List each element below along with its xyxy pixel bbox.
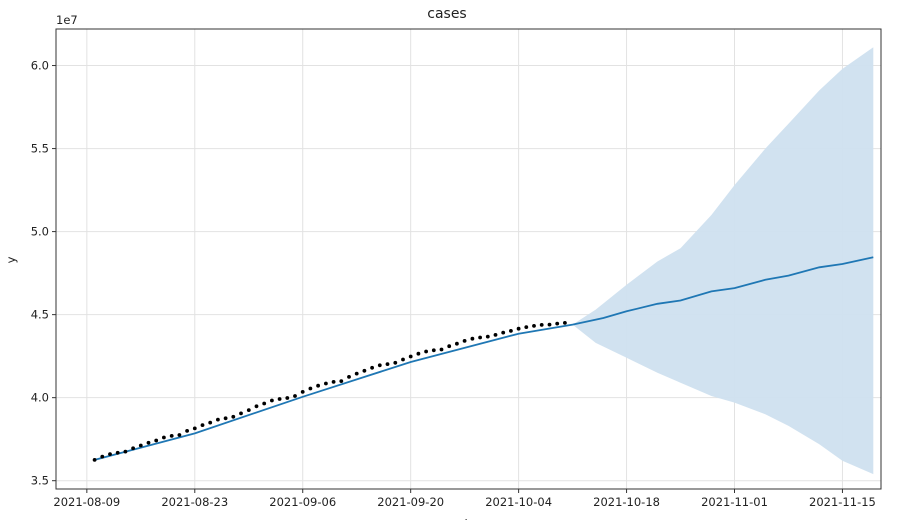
observed-point [108, 452, 112, 456]
y-offset-label: 1e7 [56, 13, 78, 27]
observed-point [362, 368, 367, 373]
observed-point [455, 341, 459, 346]
observed-point [92, 458, 97, 462]
observed-point [516, 326, 521, 331]
plot-frame [55, 28, 882, 490]
observed-point [115, 450, 120, 455]
x-tick-label: 2021-08-09 [53, 495, 120, 509]
observed-point [385, 362, 390, 366]
observed-point [100, 454, 105, 459]
observed-point [185, 429, 190, 433]
x-axis-label: ds [460, 517, 473, 520]
y-axis-label: y [4, 256, 18, 263]
x-tick-label: 2021-10-18 [593, 495, 660, 509]
observed-point [285, 396, 290, 400]
observed-point [293, 394, 297, 398]
x-tick-label: 2021-08-23 [161, 495, 228, 509]
observed-point [300, 390, 305, 394]
observed-point [231, 414, 236, 419]
observed-point [277, 397, 282, 401]
observed-point [555, 321, 560, 326]
observed-point [162, 435, 166, 440]
uncertainty-interval [572, 47, 874, 475]
observed-point [354, 371, 359, 376]
observed-point [547, 322, 552, 327]
forecast-series [94, 256, 874, 461]
chart-title: cases [427, 6, 466, 22]
observed-point [246, 408, 251, 412]
observed-point [308, 386, 313, 391]
x-tick-label: 2021-09-06 [269, 495, 336, 509]
observed-point [401, 357, 405, 362]
y-tick-label: 5.0 [31, 225, 49, 239]
y-tick-label: 3.5 [31, 474, 49, 488]
observed-point [316, 383, 320, 388]
observed-point [146, 440, 151, 445]
observed-point [439, 347, 444, 352]
observed-point [532, 324, 536, 328]
x-tick-label: 2021-09-20 [377, 495, 444, 509]
observed-point [262, 401, 267, 406]
observed-point [331, 380, 336, 384]
observed-point [200, 423, 205, 427]
observed-point [324, 381, 328, 386]
observed-point [339, 379, 344, 383]
y-tick-label: 5.5 [31, 142, 49, 156]
forecast-line [94, 256, 874, 461]
observed-point [539, 323, 544, 327]
observed-point [563, 321, 567, 325]
observed-point [169, 434, 174, 438]
observed-point [223, 416, 228, 421]
observed-point [377, 363, 382, 368]
observed-point [462, 339, 467, 343]
observed-point [431, 348, 436, 353]
observed-point [478, 335, 482, 340]
observed-point [177, 433, 182, 437]
y-ticks: 3.5 4.0 4.5 5.0 5.5 6.0 [31, 59, 56, 488]
observed-point [424, 349, 428, 354]
observed-point [370, 365, 374, 370]
interval-band [572, 47, 874, 475]
observed-point [408, 354, 413, 359]
observed-point [493, 333, 498, 337]
observed-point [393, 360, 398, 365]
x-tick-label: 2021-10-04 [485, 495, 552, 509]
observed-points [92, 321, 567, 462]
observed-point [485, 334, 490, 339]
y-tick-label: 6.0 [31, 59, 49, 73]
observed-point [447, 344, 452, 349]
observed-point [138, 443, 143, 448]
observed-point [154, 438, 159, 443]
observed-point [123, 449, 128, 454]
observed-point [509, 329, 513, 333]
y-tick-label: 4.5 [31, 308, 49, 322]
x-tick-label: 2021-11-01 [701, 495, 768, 509]
observed-point [131, 446, 136, 451]
observed-point [416, 351, 421, 356]
observed-point [208, 420, 213, 425]
observed-point [470, 336, 475, 341]
y-tick-label: 4.0 [31, 391, 49, 405]
observed-point [501, 330, 506, 335]
observed-point [192, 426, 197, 431]
x-ticks: 2021-08-09 2021-08-23 2021-09-06 2021-09-20… [53, 489, 876, 509]
observed-point [347, 375, 351, 379]
observed-point [254, 404, 259, 409]
observed-point [524, 325, 529, 329]
x-tick-label: 2021-11-15 [809, 495, 876, 509]
observed-point [239, 411, 243, 416]
axes-frame [55, 28, 882, 490]
observed-point [216, 417, 220, 422]
observed-point [270, 398, 274, 403]
